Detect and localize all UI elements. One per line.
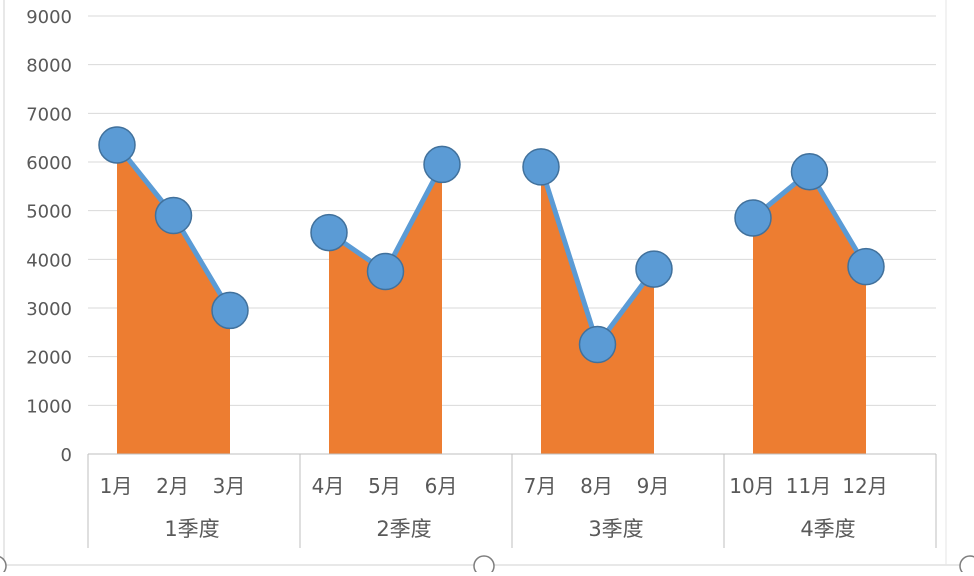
data-point-8 [578, 325, 617, 364]
x-tick-label-9: 9月 [637, 474, 670, 498]
data-point-7 [522, 148, 560, 186]
y-tick-label-9000: 9000 [26, 7, 72, 28]
y-tick-label-2000: 2000 [26, 348, 72, 369]
data-point-2 [154, 196, 193, 235]
x-group-label-1: 1季度 [164, 517, 219, 541]
y-tick-label-6000: 6000 [26, 153, 72, 174]
x-tick-label-7: 7月 [524, 474, 557, 498]
y-tick-label-0: 0 [61, 445, 72, 466]
resize-handle-corner-left [0, 556, 7, 576]
data-point-12 [847, 247, 885, 286]
x-tick-label-10: 10月 [729, 474, 774, 498]
area-segment-2 [329, 164, 442, 454]
x-tick-label-11: 11月 [786, 474, 831, 498]
x-tick-label-4: 4月 [312, 474, 345, 498]
data-point-11 [790, 152, 829, 191]
data-point-5 [366, 252, 405, 291]
x-tick-label-5: 5月 [368, 474, 401, 498]
resize-handle-bottom [473, 555, 495, 576]
x-tick-label-12: 12月 [842, 474, 887, 498]
y-tick-label-4000: 4000 [26, 250, 72, 271]
area-segment-4 [753, 171, 866, 454]
resize-handle-corner-right [959, 555, 974, 576]
x-group-label-3: 3季度 [588, 517, 643, 541]
x-tick-label-6: 6月 [425, 474, 458, 498]
data-point-9 [635, 250, 673, 288]
x-tick-label-8: 8月 [580, 474, 613, 498]
y-tick-label-3000: 3000 [26, 299, 72, 320]
data-point-3 [211, 291, 249, 330]
y-tick-label-5000: 5000 [26, 202, 72, 223]
area-segment-3 [541, 166, 654, 454]
data-point-6 [423, 145, 461, 184]
data-point-1 [98, 126, 136, 164]
data-point-4 [310, 213, 348, 252]
area-segment-1 [117, 144, 230, 454]
data-point-10 [734, 199, 772, 237]
x-group-label-4: 4季度 [800, 517, 855, 541]
y-tick-label-1000: 1000 [26, 396, 72, 417]
x-tick-label-3: 3月 [213, 474, 246, 498]
x-tick-label-2: 2月 [156, 474, 189, 498]
y-tick-label-7000: 7000 [26, 104, 72, 125]
x-group-label-2: 2季度 [376, 517, 431, 541]
y-tick-label-8000: 8000 [26, 56, 72, 77]
x-tick-label-1: 1月 [100, 474, 133, 498]
